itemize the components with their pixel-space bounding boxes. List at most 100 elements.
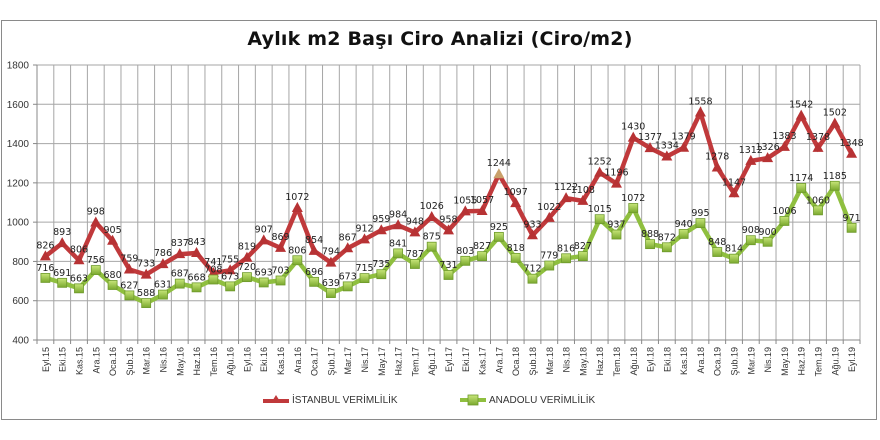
triangle-marker[interactable] (325, 256, 337, 267)
triangle-marker[interactable] (476, 204, 488, 215)
triangle-marker[interactable] (560, 192, 572, 203)
triangle-marker[interactable] (375, 224, 387, 235)
square-marker[interactable] (410, 259, 420, 269)
triangle-marker[interactable] (174, 248, 186, 259)
square-marker[interactable] (57, 277, 68, 288)
triangle-marker[interactable] (241, 251, 253, 262)
triangle-marker[interactable] (426, 211, 438, 222)
square-marker[interactable] (275, 275, 286, 286)
triangle-marker[interactable] (795, 109, 807, 120)
triangle-marker[interactable] (291, 202, 303, 212)
triangle-marker[interactable] (258, 234, 270, 245)
triangle-marker[interactable] (728, 187, 740, 198)
square-marker[interactable] (695, 218, 706, 229)
triangle-marker[interactable] (207, 267, 219, 278)
square-marker[interactable] (443, 270, 454, 280)
square-marker[interactable] (846, 222, 857, 233)
triangle-marker[interactable] (594, 166, 606, 177)
triangle-marker[interactable] (812, 141, 824, 152)
square-marker[interactable] (107, 280, 118, 290)
triangle-marker[interactable] (778, 140, 790, 151)
triangle-marker[interactable] (493, 168, 505, 179)
square-marker[interactable] (292, 255, 303, 266)
triangle-marker[interactable] (829, 117, 841, 128)
square-marker[interactable] (561, 253, 571, 264)
square-marker[interactable] (712, 247, 723, 257)
triangle-marker[interactable] (73, 254, 85, 265)
triangle-marker[interactable] (526, 229, 538, 240)
triangle-marker[interactable] (846, 147, 858, 158)
square-marker[interactable] (376, 269, 387, 280)
square-marker[interactable] (796, 183, 807, 193)
square-marker[interactable] (628, 203, 639, 213)
square-marker[interactable] (577, 251, 588, 262)
triangle-marker[interactable] (443, 224, 454, 235)
triangle-marker[interactable] (275, 241, 287, 252)
square-marker[interactable] (829, 180, 840, 191)
square-marker[interactable] (745, 235, 756, 246)
square-marker[interactable] (594, 214, 605, 225)
square-marker[interactable] (426, 241, 437, 252)
triangle-marker[interactable] (627, 131, 639, 142)
triangle-marker[interactable] (359, 233, 371, 244)
triangle-marker[interactable] (191, 246, 203, 257)
square-marker[interactable] (158, 289, 168, 300)
triangle-marker[interactable] (543, 211, 555, 222)
triangle-marker[interactable] (577, 194, 589, 205)
triangle-marker[interactable] (157, 258, 169, 269)
square-marker[interactable] (661, 242, 672, 253)
square-marker[interactable] (74, 283, 84, 294)
square-marker[interactable] (174, 278, 185, 289)
triangle-marker[interactable] (224, 264, 236, 275)
triangle-marker[interactable] (107, 234, 119, 245)
triangle-marker[interactable] (342, 242, 354, 253)
square-marker[interactable] (208, 274, 219, 285)
triangle-marker[interactable] (308, 244, 320, 255)
square-marker[interactable] (510, 252, 521, 263)
triangle-marker[interactable] (459, 205, 471, 216)
legend-item-anadolu[interactable]: ANADOLU VERİMLİLİK (459, 394, 595, 406)
square-marker[interactable] (40, 273, 51, 283)
square-marker[interactable] (90, 265, 101, 275)
triangle-marker[interactable] (510, 197, 522, 208)
triangle-marker[interactable] (56, 237, 68, 248)
triangle-marker[interactable] (610, 177, 622, 188)
triangle-marker[interactable] (90, 216, 102, 227)
triangle-marker[interactable] (39, 250, 51, 261)
square-marker[interactable] (729, 253, 739, 264)
square-marker[interactable] (460, 255, 471, 266)
legend-item-istanbul[interactable]: İSTANBUL VERİMLİLİK (262, 394, 398, 406)
square-marker[interactable] (342, 281, 353, 292)
triangle-marker[interactable] (762, 152, 774, 163)
square-marker[interactable] (678, 229, 689, 239)
triangle-marker[interactable] (644, 142, 656, 153)
triangle-marker[interactable] (123, 263, 135, 274)
square-marker[interactable] (359, 273, 370, 284)
triangle-marker[interactable] (409, 226, 421, 237)
triangle-marker[interactable] (140, 268, 152, 279)
square-marker[interactable] (645, 239, 655, 250)
square-marker[interactable] (527, 273, 538, 284)
square-marker[interactable] (611, 229, 622, 240)
square-marker[interactable] (477, 251, 487, 262)
square-marker[interactable] (309, 276, 320, 287)
square-marker[interactable] (191, 282, 202, 293)
square-marker[interactable] (225, 281, 236, 292)
square-marker[interactable] (326, 288, 336, 298)
square-marker[interactable] (258, 277, 269, 288)
triangle-marker[interactable] (392, 219, 404, 230)
triangle-marker[interactable] (678, 141, 690, 152)
triangle-marker[interactable] (661, 150, 673, 161)
square-marker[interactable] (493, 231, 504, 242)
square-marker[interactable] (124, 290, 135, 301)
triangle-marker[interactable] (694, 106, 706, 117)
triangle-marker[interactable] (711, 161, 723, 172)
square-marker[interactable] (779, 216, 790, 226)
square-marker[interactable] (141, 298, 152, 308)
square-marker[interactable] (242, 272, 252, 283)
square-marker[interactable] (813, 205, 823, 216)
square-marker[interactable] (544, 260, 555, 271)
square-marker[interactable] (762, 236, 773, 247)
square-marker[interactable] (393, 248, 404, 259)
triangle-marker[interactable] (745, 154, 757, 165)
